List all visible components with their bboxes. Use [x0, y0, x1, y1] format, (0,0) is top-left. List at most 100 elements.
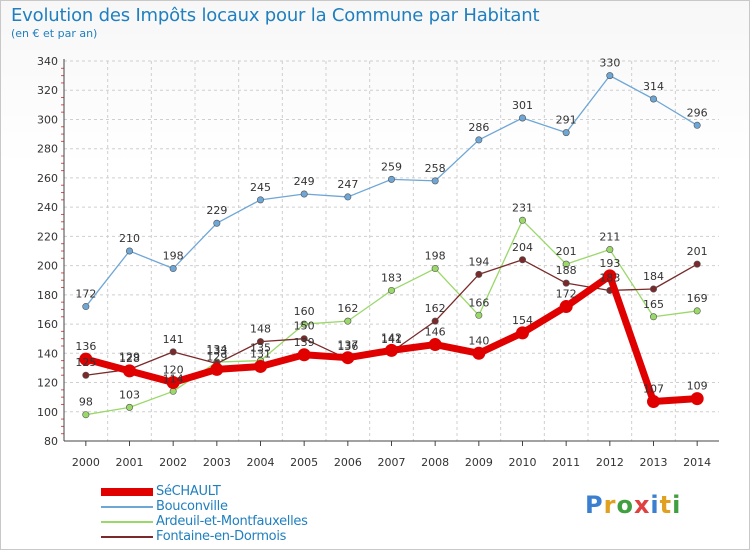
logo-letter: P — [585, 491, 604, 519]
data-label: 229 — [206, 204, 227, 217]
x-tick-label: 2006 — [334, 456, 362, 469]
data-label: 247 — [337, 178, 358, 191]
data-label: 172 — [556, 288, 577, 301]
legend-swatch — [101, 506, 153, 508]
y-tick-label: 320 — [37, 84, 58, 97]
data-point — [344, 317, 352, 325]
data-point — [123, 364, 136, 378]
data-point — [300, 335, 308, 343]
data-label: 201 — [556, 245, 577, 258]
data-label: 286 — [468, 121, 489, 134]
x-tick-label: 2011 — [552, 456, 580, 469]
x-tick-label: 2001 — [116, 456, 144, 469]
y-tick-label: 160 — [37, 318, 58, 331]
chart-title: Evolution des Impôts locaux pour la Comm… — [11, 5, 540, 26]
data-label: 162 — [337, 302, 358, 315]
data-point — [169, 265, 177, 273]
logo-letter: i — [650, 491, 660, 519]
x-tick-label: 2004 — [247, 456, 275, 469]
data-point — [82, 371, 90, 379]
data-label: 198 — [163, 250, 184, 263]
data-point — [472, 346, 486, 360]
data-label: 201 — [687, 245, 708, 258]
data-label: 133 — [206, 345, 227, 358]
data-label: 148 — [250, 323, 271, 336]
logo-letter: x — [633, 491, 651, 519]
data-point — [518, 114, 526, 122]
data-point — [256, 196, 264, 204]
data-label: 330 — [599, 57, 620, 70]
data-point — [431, 265, 439, 273]
data-point — [559, 300, 573, 314]
data-point — [603, 269, 617, 283]
proxiti-logo: Proxiti — [585, 491, 681, 519]
data-point — [300, 320, 308, 328]
data-point — [693, 260, 701, 268]
data-label: 141 — [381, 333, 402, 346]
data-label: 114 — [163, 372, 184, 385]
data-point — [341, 351, 355, 365]
y-tick-label: 140 — [37, 347, 58, 360]
y-tick-label: 100 — [37, 406, 58, 419]
data-point — [475, 136, 483, 144]
data-point — [693, 121, 701, 129]
x-tick-label: 2014 — [683, 456, 711, 469]
legend-label: Ardeuil-et-Montfauxelles — [156, 514, 308, 529]
data-label: 136 — [337, 340, 358, 353]
data-point — [297, 348, 311, 362]
data-label: 259 — [381, 160, 402, 173]
data-point — [126, 403, 134, 411]
x-tick-label: 2009 — [465, 456, 493, 469]
data-label: 314 — [643, 80, 664, 93]
data-label: 183 — [381, 271, 402, 284]
data-label: 169 — [687, 292, 708, 305]
y-tick-label: 80 — [44, 435, 58, 448]
data-label: 141 — [163, 333, 184, 346]
data-label: 198 — [425, 250, 446, 263]
data-label: 128 — [119, 352, 140, 365]
x-tick-label: 2010 — [509, 456, 537, 469]
x-tick-label: 2002 — [159, 456, 187, 469]
y-tick-label: 340 — [37, 55, 58, 68]
data-point — [126, 247, 134, 255]
data-label: 129 — [206, 350, 227, 363]
data-point — [647, 395, 660, 409]
data-label: 301 — [512, 99, 533, 112]
chart-subtitle: (en € et par an) — [11, 27, 98, 40]
y-tick-label: 120 — [37, 377, 58, 390]
data-label: 183 — [599, 271, 620, 284]
data-label: 129 — [119, 350, 140, 363]
data-point — [649, 313, 657, 321]
data-point — [387, 286, 395, 294]
y-tick-label: 280 — [37, 143, 58, 156]
data-label: 245 — [250, 181, 271, 194]
y-tick-label: 180 — [37, 289, 58, 302]
data-label: 249 — [294, 175, 315, 188]
data-label: 150 — [294, 320, 315, 333]
legend-swatch — [101, 521, 153, 523]
data-point — [300, 190, 308, 198]
legend-swatch — [101, 488, 153, 496]
x-tick-label: 2007 — [378, 456, 406, 469]
data-point — [387, 175, 395, 183]
data-point — [649, 95, 657, 103]
x-tick-label: 2003 — [203, 456, 231, 469]
data-point — [693, 307, 701, 315]
data-point — [606, 246, 614, 254]
logo-letter: o — [616, 491, 634, 519]
data-point — [256, 338, 264, 346]
data-point — [562, 279, 570, 287]
data-label: 136 — [75, 340, 96, 353]
logo-letter: t — [659, 491, 673, 519]
data-label: 146 — [425, 326, 446, 339]
data-point — [82, 411, 90, 419]
logo-letter: i — [672, 491, 682, 519]
data-point — [431, 317, 439, 325]
data-label: 172 — [75, 288, 96, 301]
data-point — [475, 270, 483, 278]
data-point — [169, 348, 177, 356]
data-point — [562, 260, 570, 268]
data-point — [169, 387, 177, 395]
data-point — [385, 343, 398, 357]
data-label: 296 — [687, 106, 708, 119]
